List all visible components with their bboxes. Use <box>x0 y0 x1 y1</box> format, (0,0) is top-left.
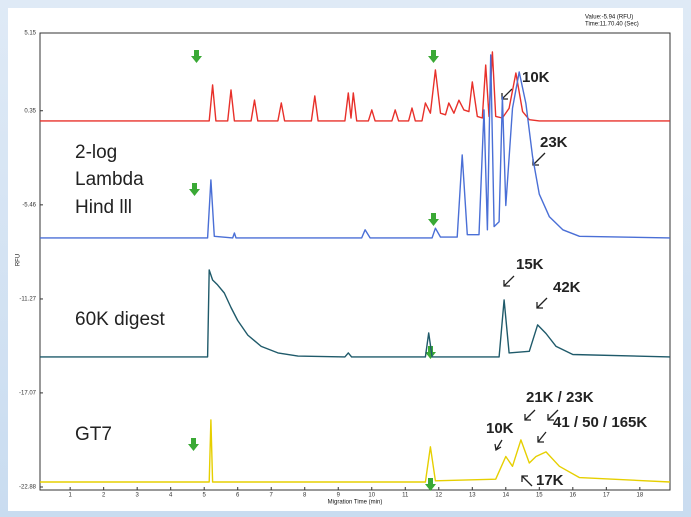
annotation: 15K <box>516 256 544 273</box>
x-tick-label: 4 <box>169 493 173 499</box>
y-axis-label: RFU <box>16 254 22 266</box>
x-tick-label: 13 <box>469 493 476 499</box>
annotation: 2-log <box>75 142 117 163</box>
annotation: Hind lll <box>75 197 132 218</box>
x-tick-label: 11 <box>402 493 409 499</box>
x-tick-label: 1 <box>68 493 72 499</box>
trace <box>40 419 671 483</box>
annotation: 17K <box>536 472 564 489</box>
y-tick-label: -11.27 <box>19 297 36 303</box>
annotation: 21K / 23K <box>526 389 594 406</box>
y-tick-label: 0.35 <box>24 108 36 114</box>
x-tick-label: 18 <box>636 493 643 499</box>
annotation: 23K <box>540 134 568 151</box>
readout: Value:-5.94 (RFU) <box>585 15 633 21</box>
readout: Time:11.70.40 (Sec) <box>585 22 639 28</box>
trace <box>40 269 671 358</box>
x-tick-label: 15 <box>536 493 543 499</box>
annotation: 42K <box>553 279 581 296</box>
y-tick-label: -22.88 <box>19 485 37 491</box>
x-tick-label: 3 <box>136 493 140 499</box>
x-tick-label: 17 <box>603 493 610 499</box>
x-tick-label: 2 <box>102 493 106 499</box>
x-tick-label: 7 <box>270 493 274 499</box>
green-arrows <box>188 50 439 491</box>
annotation: 10K <box>522 69 550 86</box>
x-tick-label: 6 <box>236 493 240 499</box>
trace <box>40 54 671 239</box>
x-tick-label: 9 <box>337 493 341 499</box>
x-tick-label: 5 <box>203 493 207 499</box>
annotation: Lambda <box>75 169 144 190</box>
plot-frame <box>39 32 671 491</box>
x-tick-label: 14 <box>502 493 509 499</box>
annotation: 60K digest <box>75 309 166 330</box>
x-tick-label: 16 <box>569 493 576 499</box>
x-tick-label: 8 <box>303 493 307 499</box>
x-tick-label: 12 <box>435 493 442 499</box>
annotation: 10K <box>486 420 514 437</box>
x-axis-label: Migration Time (min) <box>328 500 383 506</box>
annotation: 41 / 50 / 165K <box>553 414 647 431</box>
y-tick-label: -17.07 <box>19 390 37 396</box>
panel <box>8 8 683 511</box>
y-tick-label: -5.46 <box>22 202 36 208</box>
annotation: GT7 <box>75 424 112 445</box>
x-tick-label: 10 <box>368 493 375 499</box>
y-tick-label: 5.15 <box>24 31 36 37</box>
